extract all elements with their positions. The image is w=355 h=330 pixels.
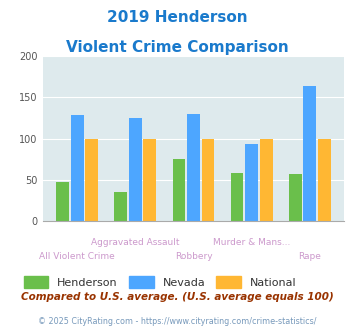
Text: All Violent Crime: All Violent Crime [39, 252, 115, 261]
Bar [129, 118, 142, 221]
Legend: Henderson, Nevada, National: Henderson, Nevada, National [24, 276, 296, 288]
Bar [114, 192, 127, 221]
Text: Aggravated Assault: Aggravated Assault [91, 238, 180, 247]
Bar [202, 139, 214, 221]
Bar [303, 86, 316, 221]
Bar [231, 173, 244, 221]
Text: Rape: Rape [298, 252, 321, 261]
Bar [187, 114, 200, 221]
Bar [260, 139, 273, 221]
Text: 2019 Henderson: 2019 Henderson [107, 10, 248, 25]
Text: Robbery: Robbery [175, 252, 212, 261]
Bar [173, 159, 185, 221]
Bar [143, 139, 156, 221]
Bar [245, 144, 258, 221]
Bar [289, 174, 302, 221]
Text: Murder & Mans...: Murder & Mans... [213, 238, 290, 247]
Text: © 2025 CityRating.com - https://www.cityrating.com/crime-statistics/: © 2025 CityRating.com - https://www.city… [38, 317, 317, 326]
Bar [85, 139, 98, 221]
Bar [71, 115, 84, 221]
Bar [56, 182, 69, 221]
Text: Violent Crime Comparison: Violent Crime Comparison [66, 40, 289, 54]
Bar [318, 139, 331, 221]
Text: Compared to U.S. average. (U.S. average equals 100): Compared to U.S. average. (U.S. average … [21, 292, 334, 302]
